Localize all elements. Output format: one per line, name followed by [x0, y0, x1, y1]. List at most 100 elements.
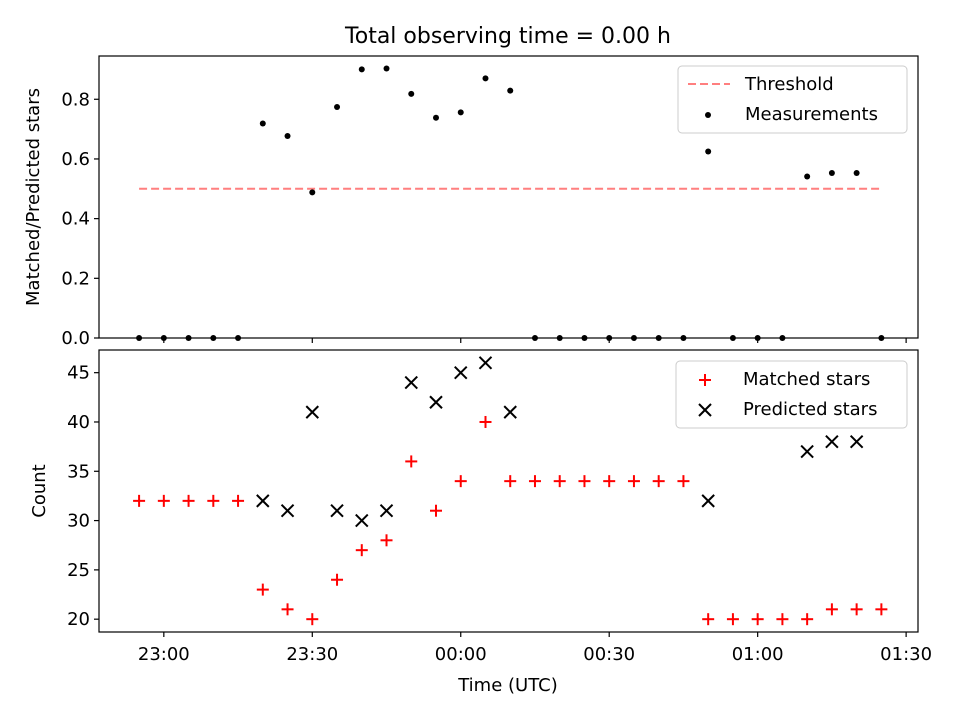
predicted-star-point: [825, 434, 839, 449]
matched-star-point: [207, 494, 220, 507]
measurement-point: [507, 87, 514, 94]
measurement-point: [259, 120, 266, 127]
top-marks: [136, 65, 885, 341]
top-y-axis-label: Matched/Predicted stars: [23, 88, 44, 306]
measurement-point: [804, 173, 811, 180]
matched-star-point: [702, 613, 715, 626]
bottom-panel: 20 25 30 35 40 45 23:00 23:30 00:00 00:30 01:00 01…: [29, 349, 932, 696]
top-axes-frame: [98, 55, 919, 339]
measurement-point: [705, 148, 712, 155]
bottom-y-tick-label: 30: [67, 511, 90, 532]
x-tick-label: 00:00: [435, 644, 487, 665]
predicted-star-point: [503, 405, 517, 419]
x-tick-label: 01:00: [732, 644, 784, 665]
predicted-star-point: [305, 405, 319, 419]
matched-star-point: [133, 494, 146, 507]
matched-star-point: [751, 613, 764, 626]
top-panel: 0.00.20.40.60.8 Matched/Predicted stars …: [23, 55, 919, 349]
legend-matched-label: Matched stars: [743, 369, 870, 390]
matched-star-point: [281, 603, 294, 616]
measurement-point: [284, 132, 291, 139]
matched-star-point: [677, 475, 690, 488]
top-y-ticks: 0.0 0.2 0.4 0.6 0.8: [61, 89, 99, 349]
x-tick-label: 23:30: [286, 644, 338, 665]
measurement-point: [358, 66, 365, 73]
predicted-star-point: [429, 395, 443, 409]
matched-star-point: [380, 534, 393, 547]
matched-star-point: [256, 583, 269, 596]
predicted-star-point: [280, 504, 295, 518]
predicted-star-point: [800, 444, 814, 459]
predicted-star-point: [478, 356, 493, 370]
measurement-point: [482, 75, 489, 82]
legend-matched-swatch: [699, 374, 711, 386]
measurement-point: [408, 90, 415, 97]
predicted-star-point: [454, 365, 468, 380]
top-legend: Threshold Measurements: [677, 65, 908, 134]
matched-star-point: [850, 603, 863, 616]
bottom-y-ticks: 20 25 30 35 40 45: [67, 363, 99, 630]
legend-measurements-swatch: [705, 112, 711, 118]
matched-star-point: [726, 613, 739, 626]
matched-star-point: [528, 475, 541, 488]
matched-star-point: [479, 415, 492, 428]
x-tick-label: 01:30: [880, 644, 932, 665]
top-y-tick-label: 0.4: [61, 209, 90, 230]
legend-measurements-label: Measurements: [745, 104, 878, 125]
matched-star-point: [355, 544, 368, 557]
matched-star-point: [504, 475, 517, 488]
matched-star-point: [801, 613, 814, 626]
measurement-point: [309, 189, 316, 196]
matched-star-point: [652, 475, 665, 488]
matched-star-point: [603, 475, 616, 488]
predicted-star-point: [355, 513, 369, 528]
bottom-legend: Matched stars Predicted stars: [675, 360, 908, 429]
measurement-point: [334, 104, 341, 111]
bottom-y-axis-label: Count: [29, 464, 50, 517]
bottom-y-tick-label: 45: [67, 363, 90, 384]
bottom-legend-box: [675, 360, 908, 429]
x-tick-label: 23:00: [138, 644, 190, 665]
matched-star-point: [405, 455, 418, 468]
predicted-star-point: [379, 504, 394, 518]
matched-star-point: [306, 613, 319, 626]
bottom-marks: [133, 356, 888, 626]
matched-star-point: [182, 494, 195, 507]
matched-star-point: [825, 603, 838, 616]
measurement-point: [828, 169, 835, 176]
matched-star-point: [157, 494, 170, 507]
matched-star-point: [454, 475, 467, 488]
bottom-y-tick-label: 40: [67, 412, 90, 433]
predicted-star-point: [849, 434, 864, 449]
legend-predicted-label: Predicted stars: [743, 399, 877, 420]
bottom-y-tick-label: 25: [67, 560, 90, 581]
matched-star-point: [578, 475, 591, 488]
bottom-axes-frame: [98, 349, 919, 633]
top-y-tick-label: 0.0: [61, 328, 90, 349]
top-y-tick-label: 0.6: [61, 149, 90, 170]
top-y-tick-label: 0.8: [61, 89, 90, 110]
bottom-x-ticks: 23:00 23:30 00:00 00:30 01:00 01:30: [138, 632, 932, 665]
matched-star-point: [331, 573, 344, 586]
bottom-y-tick-label: 20: [67, 609, 90, 630]
top-legend-box: [677, 65, 908, 134]
predicted-star-point: [404, 375, 418, 390]
matched-star-point: [553, 475, 566, 488]
measurement-point: [853, 169, 860, 176]
measurement-point: [383, 65, 390, 72]
matched-star-point: [875, 603, 888, 616]
matched-star-point: [776, 613, 789, 626]
top-y-tick-label: 0.2: [61, 268, 90, 289]
matched-star-point: [232, 494, 245, 507]
chart-title: Total observing time = 0.00 h: [344, 24, 671, 49]
measurement-point: [433, 114, 440, 121]
top-x-ticks: [163, 338, 907, 343]
x-tick-label: 00:30: [583, 644, 635, 665]
predicted-star-point: [330, 504, 344, 518]
predicted-star-point: [701, 494, 715, 508]
legend-threshold-label: Threshold: [744, 74, 834, 95]
matched-star-point: [627, 475, 640, 488]
predicted-star-point: [256, 494, 270, 508]
matched-star-point: [430, 504, 443, 517]
